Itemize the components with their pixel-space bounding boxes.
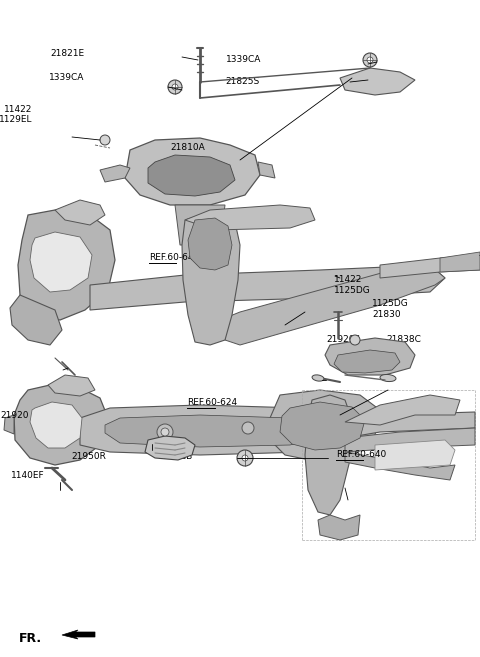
Circle shape xyxy=(350,335,360,345)
Polygon shape xyxy=(14,385,108,465)
Polygon shape xyxy=(188,218,232,270)
Text: 21810A: 21810A xyxy=(170,143,205,152)
Circle shape xyxy=(237,450,253,466)
Polygon shape xyxy=(185,205,315,230)
Polygon shape xyxy=(80,405,325,455)
Polygon shape xyxy=(318,515,360,540)
Text: 11422: 11422 xyxy=(4,104,33,114)
Circle shape xyxy=(157,424,173,440)
Text: 21825S: 21825S xyxy=(226,77,260,86)
Text: FR.: FR. xyxy=(19,632,42,645)
Text: 1321CB: 1321CB xyxy=(158,452,193,461)
Polygon shape xyxy=(55,200,105,225)
Text: 21920: 21920 xyxy=(0,411,29,420)
Polygon shape xyxy=(18,210,115,320)
Circle shape xyxy=(100,135,110,145)
Circle shape xyxy=(168,80,182,94)
Text: REF.60-624: REF.60-624 xyxy=(187,397,237,407)
Polygon shape xyxy=(258,162,275,178)
Polygon shape xyxy=(90,265,445,310)
Text: 21830: 21830 xyxy=(372,309,401,319)
Polygon shape xyxy=(305,395,352,515)
Text: 1125DG: 1125DG xyxy=(334,286,371,295)
Text: 21920F: 21920F xyxy=(326,334,360,344)
Polygon shape xyxy=(375,440,455,470)
Text: 21821E: 21821E xyxy=(50,49,84,58)
Polygon shape xyxy=(125,138,260,205)
Polygon shape xyxy=(30,402,82,448)
Polygon shape xyxy=(345,428,475,452)
Ellipse shape xyxy=(312,375,324,381)
Polygon shape xyxy=(270,390,380,462)
Circle shape xyxy=(172,84,178,90)
Polygon shape xyxy=(4,415,14,434)
Circle shape xyxy=(242,455,248,461)
Circle shape xyxy=(242,422,254,434)
Text: 1129EL: 1129EL xyxy=(0,115,33,124)
Polygon shape xyxy=(345,452,455,480)
Polygon shape xyxy=(340,68,415,95)
Polygon shape xyxy=(100,165,130,182)
Polygon shape xyxy=(148,155,235,196)
Text: 21838C: 21838C xyxy=(386,334,421,344)
Polygon shape xyxy=(10,295,62,345)
Polygon shape xyxy=(105,415,310,447)
Circle shape xyxy=(363,53,377,67)
Polygon shape xyxy=(182,215,240,345)
Ellipse shape xyxy=(380,374,396,382)
Polygon shape xyxy=(62,630,95,639)
Polygon shape xyxy=(145,436,195,460)
Polygon shape xyxy=(325,338,415,375)
Polygon shape xyxy=(380,255,480,278)
Polygon shape xyxy=(225,265,445,345)
Polygon shape xyxy=(345,412,475,438)
Text: 1140EF: 1140EF xyxy=(11,471,45,480)
Text: REF.60-640: REF.60-640 xyxy=(336,450,386,459)
Polygon shape xyxy=(345,395,460,425)
Circle shape xyxy=(367,57,373,63)
Polygon shape xyxy=(440,252,480,272)
Text: 1339CA: 1339CA xyxy=(226,55,261,64)
Polygon shape xyxy=(48,375,95,396)
Polygon shape xyxy=(280,402,365,450)
Polygon shape xyxy=(334,350,400,373)
Text: 21950R: 21950R xyxy=(72,452,106,461)
Text: 1125DG: 1125DG xyxy=(372,299,409,308)
Circle shape xyxy=(161,428,169,436)
Text: REF.60-640: REF.60-640 xyxy=(149,253,199,262)
Text: 11422: 11422 xyxy=(334,275,362,284)
Polygon shape xyxy=(175,205,225,245)
Polygon shape xyxy=(30,232,92,292)
Text: 1339CA: 1339CA xyxy=(48,73,84,82)
